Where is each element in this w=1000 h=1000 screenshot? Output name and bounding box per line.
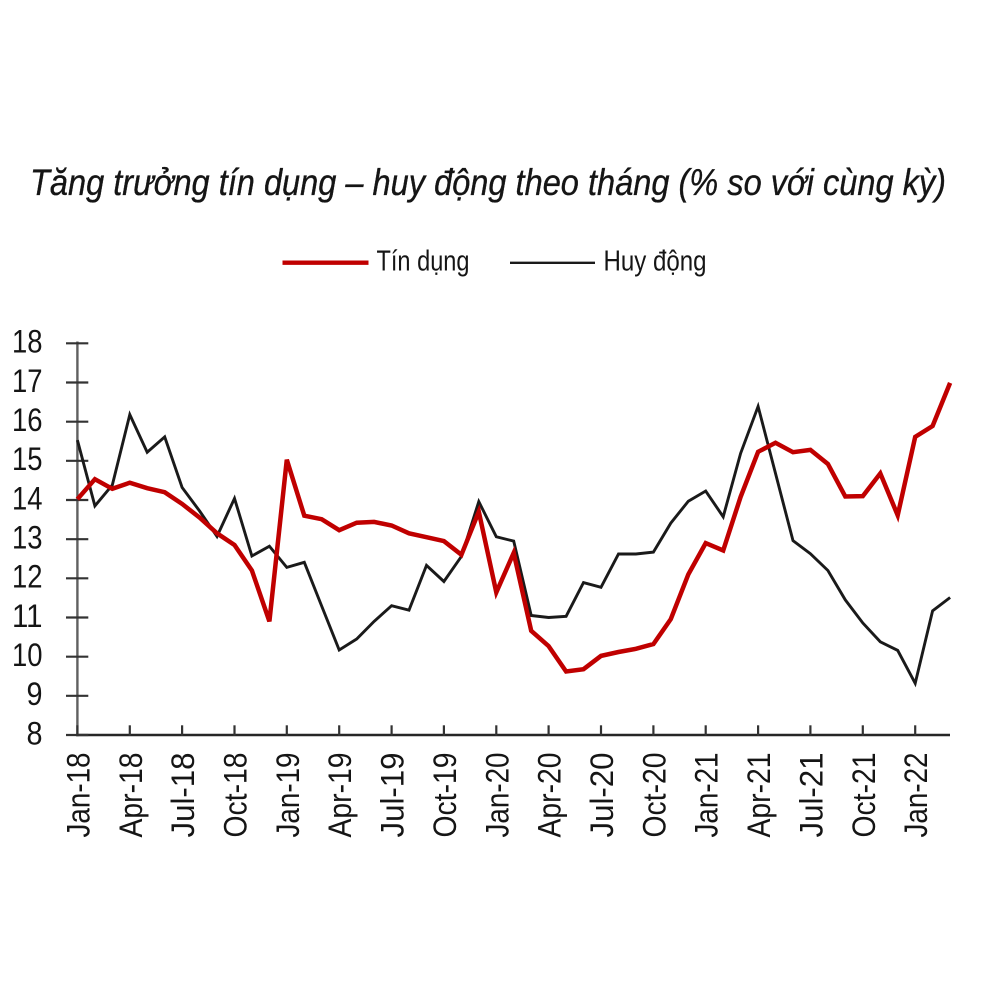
svg-text:14: 14 — [12, 480, 43, 516]
svg-text:13: 13 — [12, 520, 43, 556]
svg-text:Oct-19: Oct-19 — [427, 753, 463, 838]
svg-text:Jul-19: Jul-19 — [375, 753, 411, 838]
svg-text:Jan-18: Jan-18 — [60, 753, 96, 838]
svg-text:10: 10 — [12, 637, 43, 673]
svg-text:Jul-18: Jul-18 — [165, 753, 201, 838]
svg-text:Jul-20: Jul-20 — [584, 753, 620, 838]
svg-text:17: 17 — [12, 363, 43, 399]
svg-text:Apr-21: Apr-21 — [741, 753, 777, 838]
svg-text:Tín dụng: Tín dụng — [377, 246, 470, 278]
svg-text:8: 8 — [27, 715, 43, 751]
svg-text:Jan-19: Jan-19 — [270, 753, 306, 838]
svg-text:18: 18 — [12, 324, 43, 360]
svg-text:Jul-21: Jul-21 — [793, 753, 829, 838]
svg-text:Jan-21: Jan-21 — [689, 753, 725, 838]
svg-text:Apr-18: Apr-18 — [113, 753, 149, 838]
svg-text:9: 9 — [27, 676, 43, 712]
svg-text:16: 16 — [12, 402, 43, 438]
svg-text:Apr-20: Apr-20 — [532, 753, 568, 838]
svg-text:Apr-19: Apr-19 — [322, 753, 358, 838]
svg-text:Huy động: Huy động — [604, 246, 707, 278]
svg-text:Jan-20: Jan-20 — [479, 753, 515, 838]
svg-text:Oct-21: Oct-21 — [846, 753, 882, 838]
svg-text:Oct-20: Oct-20 — [636, 753, 672, 838]
svg-text:12: 12 — [12, 559, 43, 595]
svg-text:Jan-22: Jan-22 — [898, 753, 934, 838]
svg-text:Tăng trưởng tín dụng – huy độn: Tăng trưởng tín dụng – huy động theo thá… — [30, 162, 946, 203]
svg-text:Oct-18: Oct-18 — [218, 753, 254, 838]
svg-text:15: 15 — [12, 441, 43, 477]
svg-text:11: 11 — [12, 598, 43, 634]
